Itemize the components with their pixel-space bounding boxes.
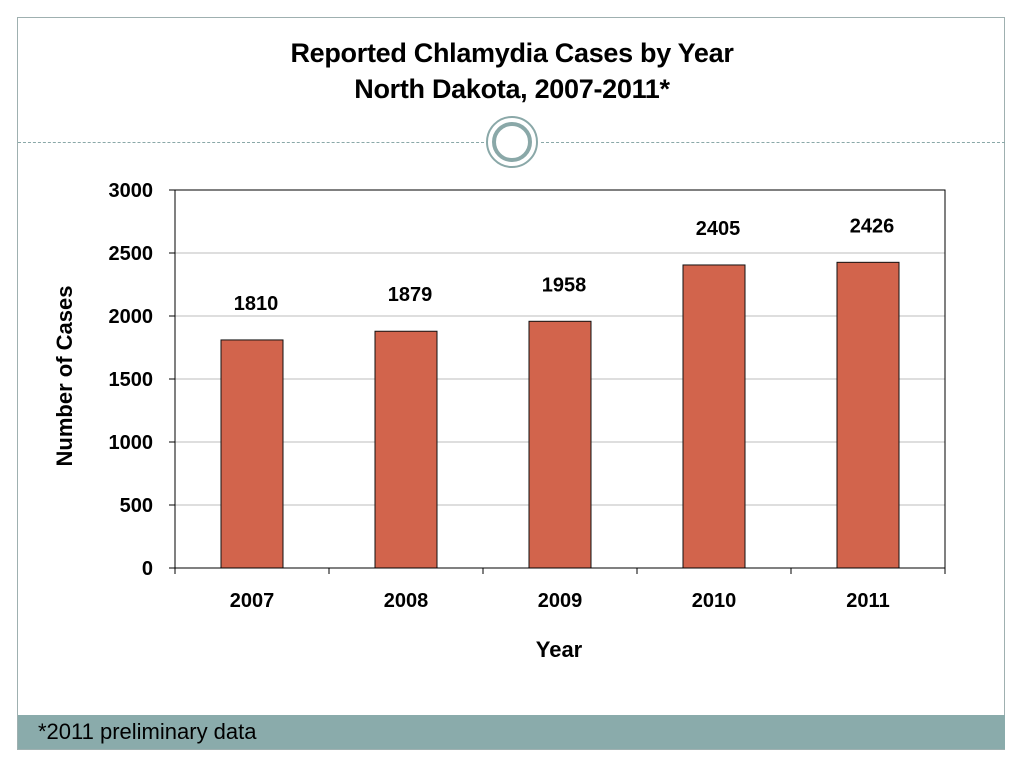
- y-tick-label: 1500: [109, 369, 154, 391]
- y-tick-label: 2500: [109, 243, 154, 265]
- y-tick-label: 500: [120, 495, 153, 517]
- data-label: 1810: [234, 293, 279, 315]
- y-tick-label: 1000: [109, 432, 154, 454]
- x-axis-title: Year: [536, 637, 583, 662]
- chart-title-line-2: North Dakota, 2007-2011*: [354, 74, 670, 104]
- label-layer: 0 500 1000 1500 2000 2500 3000 2007 1810 2008 1879…: [109, 180, 895, 612]
- data-label: 2405: [696, 218, 741, 240]
- y-tick-label: 3000: [109, 180, 154, 202]
- data-label: 2426: [850, 215, 895, 237]
- bar: [528, 320, 592, 569]
- y-tick-label: 0: [142, 558, 153, 580]
- header-divider-right: [541, 142, 1005, 143]
- bar: [220, 339, 284, 569]
- bar: [836, 261, 900, 569]
- axis-layer: [169, 189, 946, 574]
- bar: [682, 264, 746, 569]
- x-tick-label: 2011: [846, 590, 889, 612]
- plot-area-border: [174, 189, 946, 569]
- footnote-text: *2011 preliminary data: [38, 719, 257, 744]
- bar-layer: [220, 261, 900, 569]
- data-label: 1879: [388, 284, 433, 306]
- y-axis-title: Number of Cases: [52, 286, 77, 467]
- y-tick-label: 2000: [109, 306, 154, 328]
- circle-ornament-inner: [492, 122, 532, 162]
- data-label: 1958: [542, 274, 587, 296]
- header-divider-left: [18, 142, 484, 143]
- bar: [374, 330, 438, 569]
- x-tick-label: 2009: [538, 590, 583, 612]
- circle-ornament-icon: [486, 116, 538, 168]
- x-tick-label: 2008: [384, 590, 429, 612]
- footer-bar: *2011 preliminary data: [18, 715, 1005, 749]
- x-tick-label: 2010: [692, 590, 737, 612]
- x-tick-label: 2007: [230, 590, 275, 612]
- chart-title-line-1: Reported Chlamydia Cases by Year: [290, 38, 734, 68]
